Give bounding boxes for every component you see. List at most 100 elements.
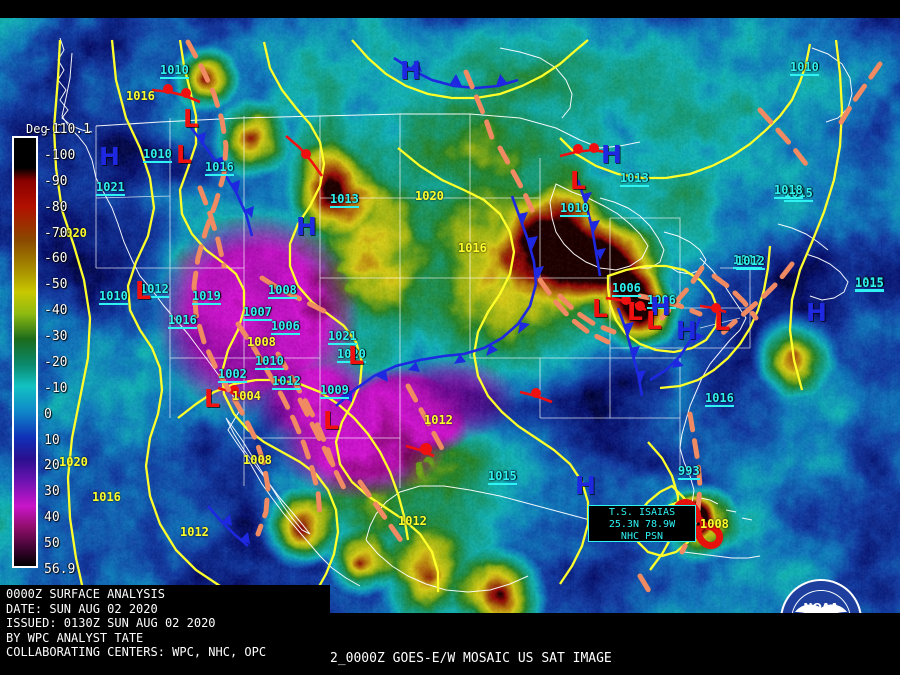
- isobar-pressure-label: 1012: [424, 413, 453, 427]
- noaa-logo: NOAA: [780, 579, 862, 613]
- isobar-pressure-label: 1016: [126, 89, 155, 103]
- high-pressure-symbol: H: [676, 316, 697, 345]
- isobar-pressure-label: 1015: [855, 276, 884, 292]
- top-letterbox: [0, 0, 900, 18]
- isobar-pressure-label: 1012: [180, 525, 209, 539]
- isobar-pressure-label: 1012: [736, 254, 765, 270]
- colorbar-tick-8: -30: [44, 329, 68, 345]
- high-pressure-symbol: H: [99, 142, 120, 171]
- isobar-pressure-label: 1007: [243, 305, 272, 321]
- high-pressure-symbol: H: [575, 471, 596, 500]
- low-pressure-symbol: L: [348, 341, 364, 370]
- isobar-pressure-label: 1008: [243, 453, 272, 467]
- high-pressure-symbol: H: [601, 140, 622, 169]
- isobar-pressure-label: 1010: [560, 201, 589, 217]
- noaa-logo-text: NOAA: [803, 601, 839, 613]
- isobar-pressure-label: 1021: [96, 180, 125, 196]
- isobar-pressure-label: 1006: [647, 293, 676, 309]
- colorbar-tick-13: 20: [44, 458, 60, 474]
- low-pressure-symbol: L: [135, 276, 151, 305]
- colorbar-gradient: [12, 136, 38, 568]
- isobar-pressure-label: 1019: [192, 289, 221, 305]
- isobar-pressure-label: 1018: [774, 183, 803, 199]
- colorbar-tick-1: -100: [44, 147, 76, 163]
- colorbar-tick-16: 50: [44, 536, 60, 552]
- legend-line-2: ISSUED: 0130Z SUN AUG 02 2020: [6, 616, 216, 630]
- colorbar: [12, 136, 38, 568]
- low-pressure-symbol: L: [627, 297, 643, 326]
- low-pressure-symbol: L: [204, 384, 220, 413]
- isobar-pressure-label: 1012: [140, 282, 169, 298]
- isobar-pressure-label: 1021: [328, 329, 357, 345]
- cold-front-pips: [196, 60, 704, 544]
- isobar-pressure-label: 1008: [700, 517, 729, 531]
- isobar-pressure-label: 1010: [790, 60, 819, 76]
- isobar-pressure-label: 1020: [58, 226, 87, 240]
- high-pressure-symbol: H: [400, 56, 421, 85]
- colorbar-title: Deg C: [26, 122, 63, 136]
- legend-line-1: DATE: SUN AUG 02 2020: [6, 601, 158, 616]
- isobar-pressure-label: 1012: [272, 374, 301, 390]
- warm-front-bumps: [163, 84, 721, 455]
- isobar-pressure-label: 1016: [205, 160, 234, 176]
- product-legend: 0000Z SURFACE ANALYSIS DATE: SUN AUG 02 2…: [0, 585, 330, 663]
- warm-fronts-layer: [151, 88, 727, 458]
- analysis-overlay: [52, 37, 883, 599]
- low-pressure-symbol: L: [176, 140, 192, 169]
- colorbar-tick-0: -110.1: [44, 122, 91, 137]
- colorbar-tick-15: 40: [44, 510, 60, 526]
- isobar-pressure-label: 1016: [458, 241, 487, 255]
- isobar-pressure-label: 1016: [168, 313, 197, 329]
- colorbar-tick-6: -50: [44, 277, 68, 293]
- isobar-pressure-label: 1008: [268, 283, 297, 299]
- isobar-pressure-label: 1002: [218, 367, 247, 383]
- low-pressure-symbol: L: [570, 166, 586, 195]
- isobar-pressure-label: 1010: [99, 289, 128, 305]
- storm-name: T.S. ISAIAS: [608, 507, 676, 518]
- colorbar-tick-11: 0: [44, 406, 52, 422]
- colorbar-tick-4: -70: [44, 225, 68, 241]
- low-pressure-symbol: L: [714, 307, 730, 336]
- isobar-pressure-label: 1020: [415, 189, 444, 203]
- isobar-pressure-label: 1013: [620, 171, 649, 187]
- isobar-pressure-label: 1020: [337, 347, 366, 363]
- storm-position-box: T.S. ISAIAS 25.3N 78.9W NHC PSN: [588, 505, 696, 542]
- legend-line-4: COLLABORATING CENTERS: WPC, NHC, OPC: [6, 645, 267, 659]
- colorbar-tick-3: -80: [44, 199, 68, 215]
- isobar-pressure-label: 1010: [255, 354, 284, 370]
- colorbar-tick-14: 30: [44, 484, 60, 500]
- isobar-pressure-label: 1006: [612, 281, 641, 297]
- isobar-pressure-label: 1020: [59, 455, 88, 469]
- legend-line-3: BY WPC ANALYST TATE: [6, 630, 144, 645]
- colorbar-tick-2: -90: [44, 173, 68, 189]
- low-pressure-symbol: L: [323, 406, 339, 435]
- isobar-pressure-label: 1009: [320, 383, 349, 399]
- high-pressure-symbol: H: [806, 298, 827, 327]
- storm-coordinates: 25.3N 78.9W: [608, 519, 676, 530]
- isobar-pressure-label: 1015: [784, 186, 813, 202]
- isobar-pressure-label: 1006: [271, 319, 300, 335]
- high-pressure-symbol: H: [296, 212, 317, 241]
- isobar-pressure-label: 1008: [247, 335, 276, 349]
- isobar-pressure-label: 1016: [92, 490, 121, 504]
- isobar-pressure-label: 1016: [705, 391, 734, 407]
- colorbar-tick-12: 10: [44, 432, 60, 448]
- storm-source: NHC PSN: [620, 531, 664, 542]
- colorbar-tick-7: -40: [44, 303, 68, 319]
- colorbar-tick-10: -10: [44, 380, 68, 396]
- colorbar-tick-17: 56.9: [44, 562, 76, 577]
- legend-line-0: 0000Z SURFACE ANALYSIS: [6, 587, 165, 601]
- colorbar-tick-5: -60: [44, 251, 68, 267]
- low-pressure-symbol: L: [592, 294, 608, 323]
- isobar-pressure-label: 1012: [398, 514, 427, 528]
- low-pressure-symbol: L: [646, 306, 662, 335]
- isobar-pressure-label: 1010: [143, 147, 172, 163]
- satellite-map: 1010 1016 1010 1010 1021 1016 1013 1020 1020 1016…: [0, 18, 900, 613]
- isobar-pressure-label: 1015: [488, 469, 517, 485]
- colorbar-tick-9: -20: [44, 354, 68, 370]
- isobar-pressure-label: 993: [678, 464, 700, 480]
- isobar-pressure-label: 1004: [232, 389, 261, 403]
- low-pressure-symbol: L: [183, 104, 199, 133]
- isobar-pressure-label: 1010: [160, 63, 189, 79]
